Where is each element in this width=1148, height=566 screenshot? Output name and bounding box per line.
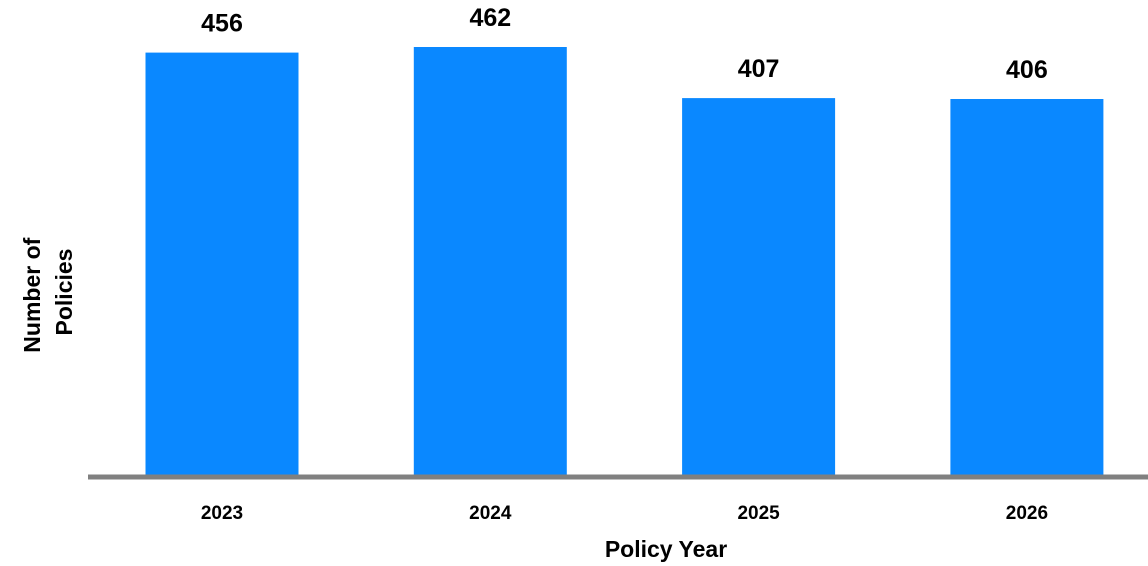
bar-2023 <box>145 52 299 476</box>
bars-group <box>145 47 1104 476</box>
y-axis-title: Number of Policies <box>19 231 77 352</box>
bar-2024 <box>413 47 567 476</box>
data-label-2023: 456 <box>201 10 243 38</box>
y-axis-title-line-2: Policies <box>51 249 77 336</box>
data-label-2026: 406 <box>1006 56 1048 84</box>
data-labels-group: 456 462 407 406 <box>201 4 1048 84</box>
data-label-2025: 407 <box>738 55 780 83</box>
x-tick-label-2025: 2025 <box>737 503 780 524</box>
x-tick-labels-group: 2023 2024 2025 2026 <box>201 503 1048 524</box>
x-tick-label-2023: 2023 <box>201 503 243 524</box>
bar-2026 <box>950 99 1104 476</box>
x-tick-label-2026: 2026 <box>1006 503 1048 524</box>
data-label-2024: 462 <box>469 4 511 32</box>
x-axis-title: Policy Year <box>605 536 727 562</box>
x-tick-label-2024: 2024 <box>469 503 512 524</box>
bar-2025 <box>682 98 836 476</box>
y-axis-title-line-1: Number of <box>19 237 45 352</box>
